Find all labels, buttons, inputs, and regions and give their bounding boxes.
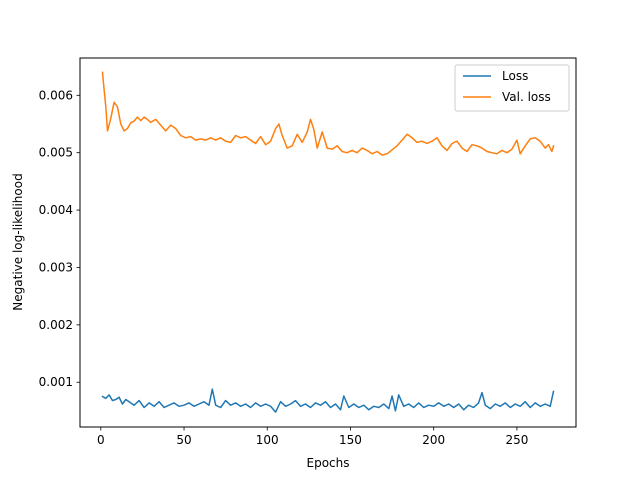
y-tick-label: 0.001	[39, 375, 73, 389]
x-axis-label: Epochs	[307, 456, 350, 470]
y-tick-label: 0.004	[39, 203, 73, 217]
y-tick-label: 0.002	[39, 318, 73, 332]
y-tick-label: 0.006	[39, 88, 73, 102]
x-tick-label: 0	[97, 433, 105, 447]
x-tick-label: 50	[176, 433, 191, 447]
y-tick-label: 0.003	[39, 260, 73, 274]
series-line-loss	[101, 388, 555, 413]
x-tick-label: 200	[422, 433, 445, 447]
axes-frame	[79, 57, 577, 428]
x-tick-label: 100	[256, 433, 279, 447]
x-axis: 0 50 100 150 200 250	[97, 427, 528, 447]
x-tick-label: 250	[505, 433, 528, 447]
legend-label: Loss	[502, 69, 528, 83]
legend-label: Val. loss	[502, 90, 551, 104]
legend: Loss Val. loss	[454, 64, 570, 112]
plot-area	[101, 71, 555, 413]
y-axis: 0.001 0.002 0.003 0.004 0.005 0.006	[39, 88, 80, 389]
series-line-val-loss	[101, 71, 555, 156]
y-axis-label: Negative log-likelihood	[11, 173, 25, 310]
x-tick-label: 150	[339, 433, 362, 447]
y-tick-label: 0.005	[39, 146, 73, 160]
